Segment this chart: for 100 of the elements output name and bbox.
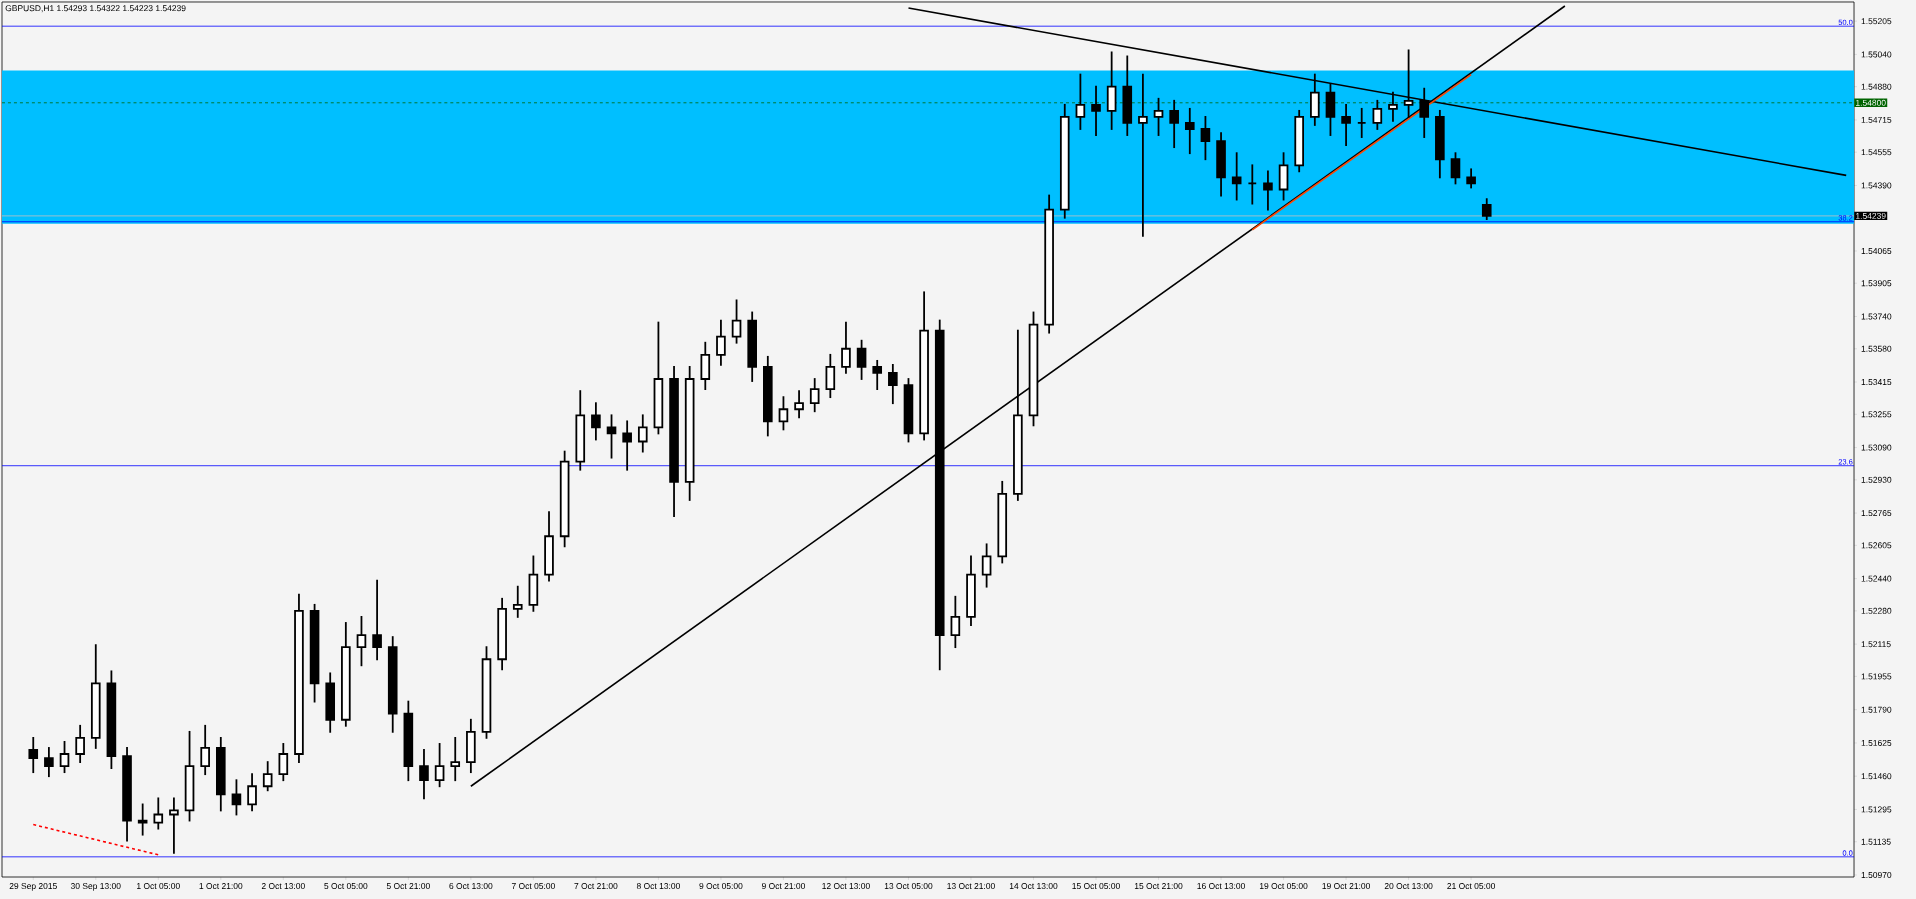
candlestick bbox=[403, 700, 414, 782]
y-tick-label: 1.53580 bbox=[1861, 345, 1892, 352]
candlestick bbox=[669, 366, 679, 518]
x-tick-label: 21 Oct 05:00 bbox=[1447, 883, 1496, 890]
y-tick-label: 1.52605 bbox=[1861, 542, 1892, 549]
y-tick-label: 1.51295 bbox=[1861, 806, 1892, 813]
y-tick-label: 1.54715 bbox=[1861, 116, 1892, 123]
x-tick-label: 30 Sep 13:00 bbox=[70, 883, 121, 891]
y-tick-label: 1.54880 bbox=[1861, 83, 1892, 90]
candlestick bbox=[763, 355, 773, 437]
candlestick bbox=[419, 749, 429, 800]
candlestick bbox=[1481, 198, 1492, 221]
candlestick bbox=[966, 555, 976, 626]
candlestick bbox=[1044, 194, 1054, 334]
candlestick bbox=[75, 724, 85, 763]
y-tick-label: 1.55040 bbox=[1861, 51, 1892, 58]
y-tick-label: 1.52930 bbox=[1861, 476, 1892, 483]
candlestick bbox=[122, 747, 132, 842]
candlestick bbox=[528, 555, 539, 612]
candlestick bbox=[1059, 103, 1070, 219]
candlestick bbox=[1435, 109, 1445, 179]
candlestick bbox=[325, 672, 336, 733]
candlestick bbox=[888, 363, 898, 405]
candlestick bbox=[684, 366, 695, 501]
candlestick bbox=[1310, 73, 1320, 126]
x-tick-label: 1 Oct 05:00 bbox=[137, 883, 180, 890]
candlestick bbox=[90, 644, 101, 749]
candlestick bbox=[44, 747, 54, 778]
x-tick-label: 5 Oct 05:00 bbox=[324, 883, 368, 890]
candlestick bbox=[216, 736, 226, 812]
candlestick bbox=[450, 736, 461, 782]
candlestick bbox=[637, 414, 648, 453]
y-tick-label: 1.51955 bbox=[1861, 673, 1892, 680]
candlestick bbox=[997, 480, 1008, 564]
candlestick bbox=[622, 420, 632, 471]
y-tick-label: 1.52115 bbox=[1861, 641, 1891, 648]
y-tick-label: 1.55205 bbox=[1861, 18, 1892, 25]
y-tick-label: 1.51460 bbox=[1861, 773, 1892, 780]
candlestick bbox=[794, 390, 804, 419]
candlestick bbox=[356, 616, 367, 667]
x-tick-label: 6 Oct 13:00 bbox=[449, 883, 493, 890]
y-tick-label: 1.52440 bbox=[1861, 575, 1892, 582]
candlestick bbox=[716, 319, 726, 366]
candlestick bbox=[981, 543, 992, 588]
y-tick-label: 1.53415 bbox=[1861, 379, 1892, 386]
candlestick bbox=[28, 736, 39, 774]
x-tick-label: 29 Sep 2015 bbox=[9, 883, 57, 891]
candlestick bbox=[825, 353, 836, 399]
x-tick-label: 14 Oct 13:00 bbox=[1009, 883, 1058, 890]
x-tick-label: 19 Oct 21:00 bbox=[1322, 883, 1370, 890]
x-tick-label: 5 Oct 21:00 bbox=[386, 883, 430, 890]
candlestick bbox=[950, 595, 961, 649]
x-tick-label: 19 Oct 05:00 bbox=[1259, 883, 1308, 890]
candlestick bbox=[153, 797, 164, 830]
candlestick bbox=[1091, 85, 1101, 136]
candlestick bbox=[1122, 55, 1133, 136]
candlestick bbox=[934, 319, 945, 671]
candlestick bbox=[1169, 99, 1179, 149]
x-tick-label: 7 Oct 21:00 bbox=[574, 883, 618, 890]
candlestick bbox=[1075, 73, 1086, 130]
candlestick bbox=[591, 402, 601, 441]
candlestick bbox=[559, 450, 570, 548]
candlestick bbox=[1263, 170, 1273, 211]
y-tick-label: 1.54065 bbox=[1861, 247, 1892, 254]
candlestick bbox=[1372, 99, 1383, 130]
x-tick-label: 2 Oct 13:00 bbox=[261, 883, 305, 890]
y-tick-label: 1.54555 bbox=[1861, 149, 1892, 156]
x-tick-label: 16 Oct 13:00 bbox=[1197, 883, 1245, 890]
x-tick-label: 15 Oct 05:00 bbox=[1072, 883, 1120, 890]
candlestick bbox=[1231, 152, 1242, 201]
y-tick-label: 1.53905 bbox=[1861, 280, 1892, 287]
candlestick bbox=[247, 773, 257, 812]
candlestick bbox=[700, 341, 711, 390]
x-tick-label: 13 Oct 05:00 bbox=[884, 883, 933, 890]
candlestick bbox=[1013, 329, 1023, 501]
x-tick-label: 20 Oct 13:00 bbox=[1384, 883, 1433, 890]
candlestick bbox=[278, 743, 289, 782]
candlestick bbox=[841, 321, 851, 374]
x-tick-label: 7 Oct 05:00 bbox=[511, 883, 555, 890]
y-tick-label: 1.51135 bbox=[1861, 838, 1891, 845]
y-tick-label: 1.54390 bbox=[1861, 182, 1892, 189]
ref-line-label: 1.54239 bbox=[1856, 212, 1886, 219]
candlestick bbox=[575, 390, 586, 471]
candlestick bbox=[1216, 132, 1226, 197]
x-tick-label: 12 Oct 13:00 bbox=[822, 883, 870, 890]
y-tick-label: 1.51790 bbox=[1861, 706, 1892, 713]
candlestick bbox=[387, 636, 398, 733]
candlestick bbox=[1106, 51, 1117, 130]
candlestick bbox=[747, 311, 757, 382]
candlestick bbox=[1419, 87, 1430, 138]
candlestick bbox=[200, 724, 210, 776]
y-tick-label: 1.50970 bbox=[1861, 871, 1892, 878]
candlestick bbox=[169, 797, 179, 854]
candlestick bbox=[341, 622, 351, 727]
candlestick bbox=[809, 378, 820, 413]
candlestick bbox=[294, 593, 304, 763]
ref-line-label: 1.54800 bbox=[1856, 99, 1886, 106]
x-tick-label: 9 Oct 21:00 bbox=[761, 883, 805, 890]
candlestick bbox=[466, 718, 476, 774]
y-tick-label: 1.52280 bbox=[1861, 607, 1892, 614]
